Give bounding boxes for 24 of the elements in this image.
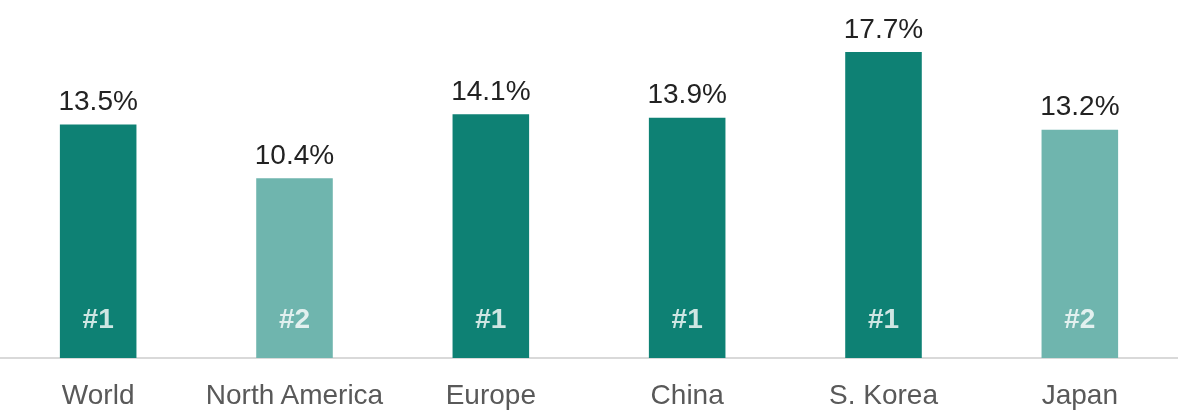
bar	[59, 124, 137, 358]
bar	[648, 117, 726, 358]
x-tick-label: North America	[205, 378, 384, 410]
x-tick-label: Europe	[445, 378, 536, 410]
data-label: 10.4%	[254, 138, 335, 170]
data-label: 17.7%	[843, 12, 924, 44]
annotation: #2	[278, 302, 311, 334]
data-label: 13.2%	[1040, 90, 1120, 122]
bar	[256, 178, 333, 358]
annotation: #1	[475, 302, 507, 334]
bar	[1041, 129, 1119, 358]
annotation: #1	[82, 302, 114, 334]
bar	[452, 114, 530, 358]
x-tick-label: Japan	[1041, 378, 1118, 410]
data-label: 13.9%	[647, 78, 727, 110]
x-tick-label: World	[61, 378, 135, 410]
annotation: #1	[671, 302, 703, 334]
data-label: 14.1%	[451, 74, 531, 106]
annotation: #1	[867, 302, 900, 334]
data-label: 13.5%	[58, 85, 138, 117]
bar	[845, 52, 922, 358]
x-tick-label: S. Korea	[829, 378, 939, 410]
annotation: #2	[1064, 302, 1096, 334]
x-tick-label: China	[650, 378, 725, 410]
